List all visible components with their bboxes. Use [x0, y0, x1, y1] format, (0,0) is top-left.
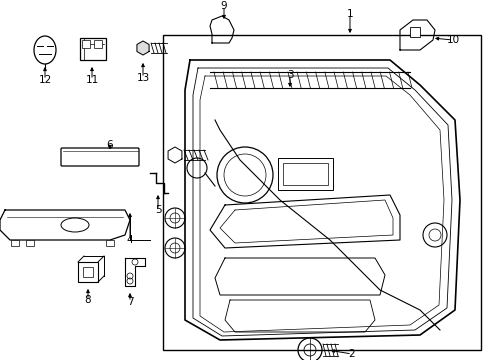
Text: 11: 11 [85, 75, 99, 85]
FancyBboxPatch shape [61, 148, 139, 166]
Text: 2: 2 [348, 349, 355, 359]
Bar [80, 38, 106, 60]
Text: 6: 6 [106, 140, 113, 150]
Bar [409, 27, 419, 37]
Text: 9: 9 [220, 1, 227, 11]
Bar [278, 158, 332, 190]
Text: 12: 12 [38, 75, 52, 85]
Text: 8: 8 [84, 295, 91, 305]
Text: 7: 7 [126, 297, 133, 307]
Text: 10: 10 [446, 35, 459, 45]
Text: 4: 4 [126, 235, 133, 245]
Polygon shape [137, 41, 149, 55]
Bar [78, 262, 98, 282]
Bar [283, 163, 327, 185]
Bar [82, 40, 90, 48]
Bar [94, 40, 102, 48]
Bar [163, 35, 480, 350]
Bar [106, 240, 114, 246]
Text: 1: 1 [346, 9, 353, 19]
Bar [11, 240, 19, 246]
Bar [83, 267, 93, 277]
Text: 13: 13 [136, 73, 149, 83]
Bar [26, 240, 34, 246]
Text: 3: 3 [286, 70, 293, 80]
Text: 5: 5 [154, 205, 161, 215]
